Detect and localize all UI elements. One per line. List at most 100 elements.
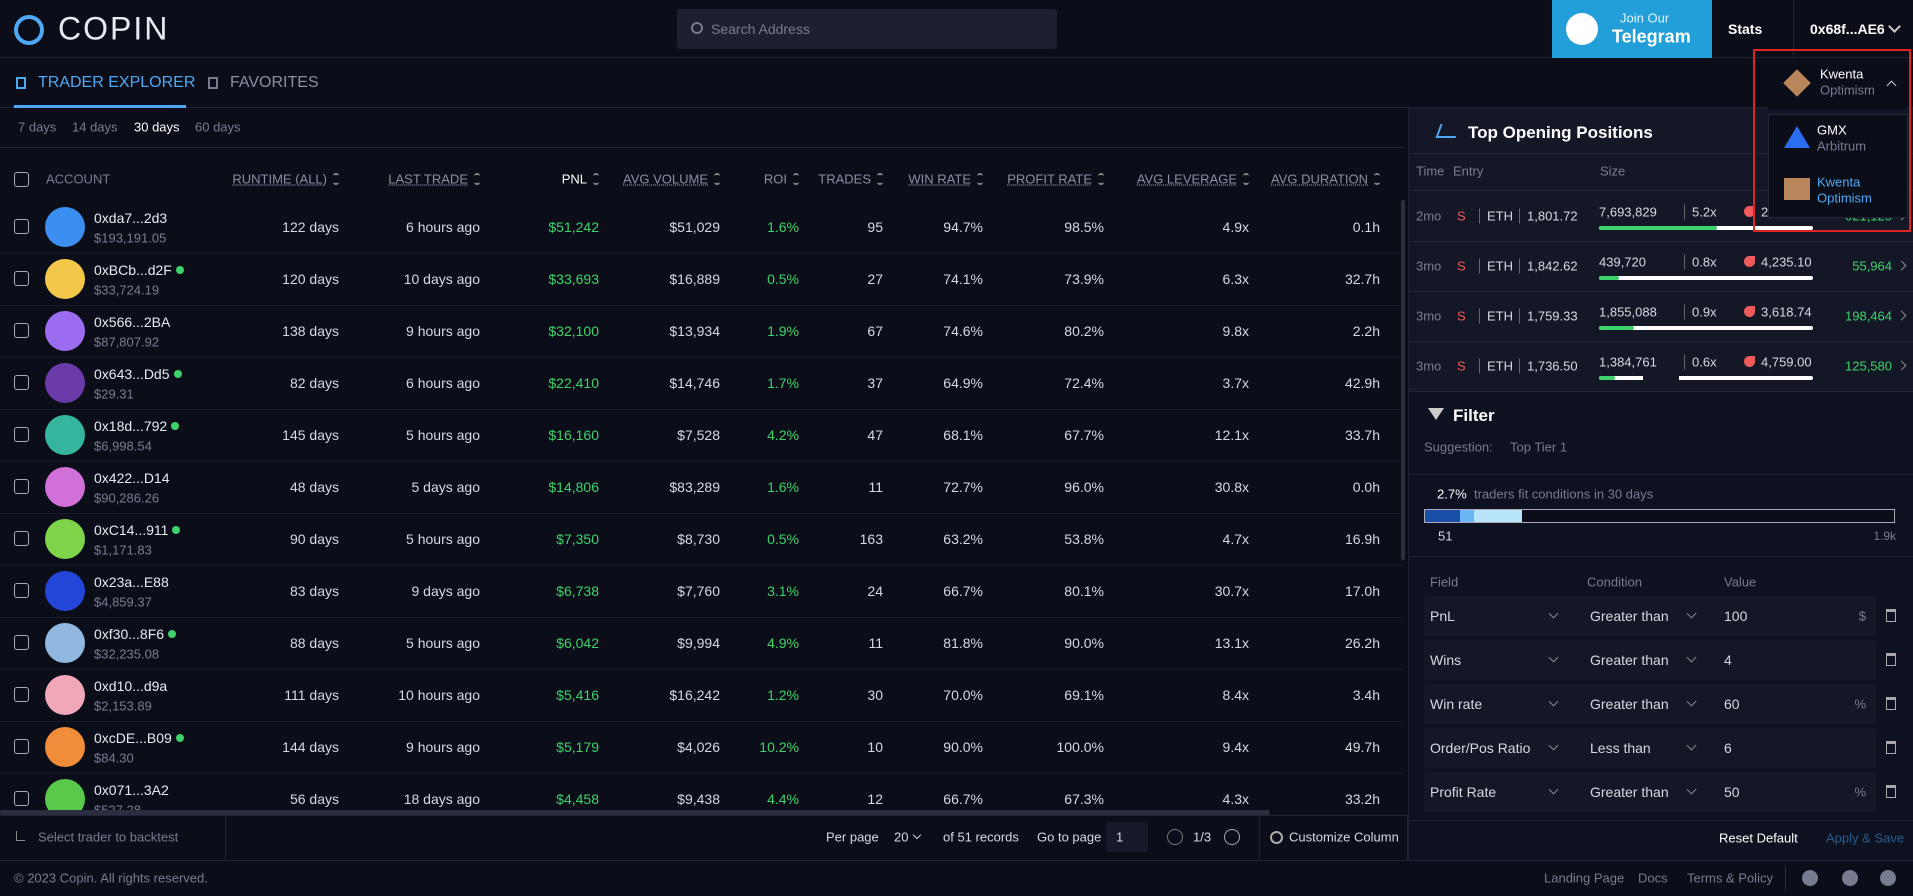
per-page[interactable]: 20 — [894, 829, 909, 845]
pos-leverage: 5.2x — [1684, 204, 1717, 220]
option-network[interactable]: Arbitrum — [1817, 138, 1867, 154]
account[interactable]: 0xda7...2d3 — [94, 210, 168, 226]
period[interactable]: 7 days — [18, 119, 57, 135]
column-header[interactable]: RUNTIME (ALL) — [232, 171, 327, 187]
account[interactable]: 0xf30...8F6 — [94, 626, 165, 642]
account[interactable]: 0x422...D14 — [94, 470, 170, 486]
social-icon[interactable] — [1802, 870, 1818, 886]
delete-icon[interactable] — [1886, 741, 1896, 754]
delete-icon[interactable] — [1886, 697, 1896, 710]
tabs-bar — [0, 58, 1913, 108]
checkbox[interactable] — [14, 739, 29, 754]
row-divider — [0, 513, 1405, 514]
next-button[interactable] — [1224, 829, 1240, 845]
checkbox[interactable] — [14, 531, 29, 546]
checkbox[interactable] — [14, 323, 29, 338]
bar-max: 1.9k — [1873, 529, 1896, 543]
account[interactable]: 0x566...2BA — [94, 314, 171, 330]
footer-link[interactable]: Terms & Policy — [1687, 870, 1773, 886]
account[interactable]: 0xcDE...B09 — [94, 730, 172, 746]
column-header[interactable]: WIN RATE — [908, 171, 971, 187]
option-name[interactable]: GMX — [1817, 122, 1847, 138]
period[interactable]: 14 days — [72, 119, 118, 135]
value[interactable]: 60 — [1724, 696, 1740, 712]
checkbox[interactable] — [14, 479, 29, 494]
checkbox[interactable] — [14, 583, 29, 598]
cell: 9 hours ago — [406, 739, 480, 755]
account[interactable]: 0xd10...d9a — [94, 678, 168, 694]
cell: 66.7% — [943, 583, 983, 599]
period[interactable]: 60 days — [195, 119, 241, 135]
column-header[interactable]: PNL — [561, 171, 587, 187]
account[interactable]: 0xC14...911 — [94, 522, 169, 538]
pos-side: S — [1457, 208, 1466, 224]
apply[interactable]: Apply & Save — [1826, 830, 1905, 846]
tab[interactable]: TRADER EXPLORER — [38, 74, 196, 91]
cell: 122 days — [282, 219, 339, 235]
account[interactable]: 0x071...3A2 — [94, 782, 169, 798]
condition[interactable]: Greater than — [1590, 784, 1669, 800]
tab[interactable]: FAVORITES — [230, 74, 319, 91]
field[interactable]: Wins — [1430, 652, 1462, 668]
stats[interactable]: Stats — [1728, 21, 1763, 37]
go-to-input[interactable]: 1 — [1106, 822, 1148, 852]
checkbox[interactable] — [14, 791, 29, 806]
delete-icon[interactable] — [1886, 785, 1896, 798]
row-divider — [1409, 241, 1913, 242]
suggestion[interactable]: Top Tier 1 — [1510, 439, 1568, 455]
column-header[interactable]: LAST TRADE — [388, 171, 468, 187]
wallet[interactable]: 0x68f...AE6 — [1810, 21, 1885, 37]
fit-text: traders fit conditions in 30 days — [1474, 486, 1654, 502]
value[interactable]: 50 — [1724, 784, 1740, 800]
condition[interactable]: Greater than — [1590, 652, 1669, 668]
search-box[interactable]: Search Address — [677, 9, 1057, 49]
field[interactable]: Win rate — [1430, 696, 1483, 712]
account[interactable]: 0x643...Dd5 — [94, 366, 170, 382]
prev-button[interactable] — [1167, 829, 1183, 845]
option-name[interactable]: Kwenta — [1817, 174, 1861, 190]
footer-link[interactable]: Docs — [1638, 870, 1668, 886]
condition[interactable]: Less than — [1590, 740, 1651, 756]
column-header[interactable]: AVG VOLUME — [622, 171, 708, 187]
account[interactable]: 0x18d...792 — [94, 418, 168, 434]
column-header[interactable]: AVG LEVERAGE — [1136, 171, 1237, 187]
cell: 47 — [867, 427, 883, 443]
column-header[interactable]: AVG DURATION — [1270, 171, 1368, 187]
delete-icon[interactable] — [1886, 653, 1896, 666]
customize[interactable]: Customize Column — [1289, 829, 1399, 845]
checkbox[interactable] — [14, 427, 29, 442]
telegram-button[interactable]: Join Our Telegram — [1552, 0, 1712, 58]
condition[interactable]: Greater than — [1590, 608, 1669, 624]
field[interactable]: PnL — [1430, 608, 1455, 624]
field[interactable]: Profit Rate — [1430, 784, 1497, 800]
checkbox[interactable] — [14, 635, 29, 650]
value[interactable]: 6 — [1724, 740, 1732, 756]
checkbox[interactable] — [14, 172, 29, 187]
value[interactable]: 100 — [1724, 608, 1748, 624]
backtest[interactable]: Select trader to backtest — [38, 829, 179, 845]
delete-icon[interactable] — [1886, 609, 1896, 622]
field[interactable]: Order/Pos Ratio — [1430, 740, 1531, 756]
account[interactable]: 0xBCb...d2F — [94, 262, 172, 278]
cell: 0.1h — [1352, 219, 1380, 235]
account[interactable]: 0x23a...E88 — [94, 574, 169, 590]
condition[interactable]: Greater than — [1590, 696, 1669, 712]
reset[interactable]: Reset Default — [1719, 830, 1798, 846]
value[interactable]: 4 — [1724, 652, 1732, 668]
checkbox[interactable] — [14, 271, 29, 286]
option-network[interactable]: Optimism — [1817, 190, 1872, 206]
column-header[interactable]: TRADES — [818, 171, 871, 187]
column-header[interactable]: PROFIT RATE — [1007, 171, 1092, 187]
period[interactable]: 30 days — [134, 119, 180, 135]
checkbox[interactable] — [14, 687, 29, 702]
cell: $14,806 — [548, 479, 599, 495]
checkbox[interactable] — [14, 219, 29, 234]
column-header[interactable]: ROI — [763, 171, 787, 187]
footer-link[interactable]: Landing Page — [1544, 870, 1625, 886]
cell: 10 days ago — [403, 271, 480, 287]
social-icon[interactable] — [1880, 870, 1896, 886]
pos-entry: 1,736.50 — [1519, 358, 1578, 374]
checkbox[interactable] — [14, 375, 29, 390]
cell: 6 hours ago — [406, 219, 480, 235]
social-icon[interactable] — [1842, 870, 1858, 886]
